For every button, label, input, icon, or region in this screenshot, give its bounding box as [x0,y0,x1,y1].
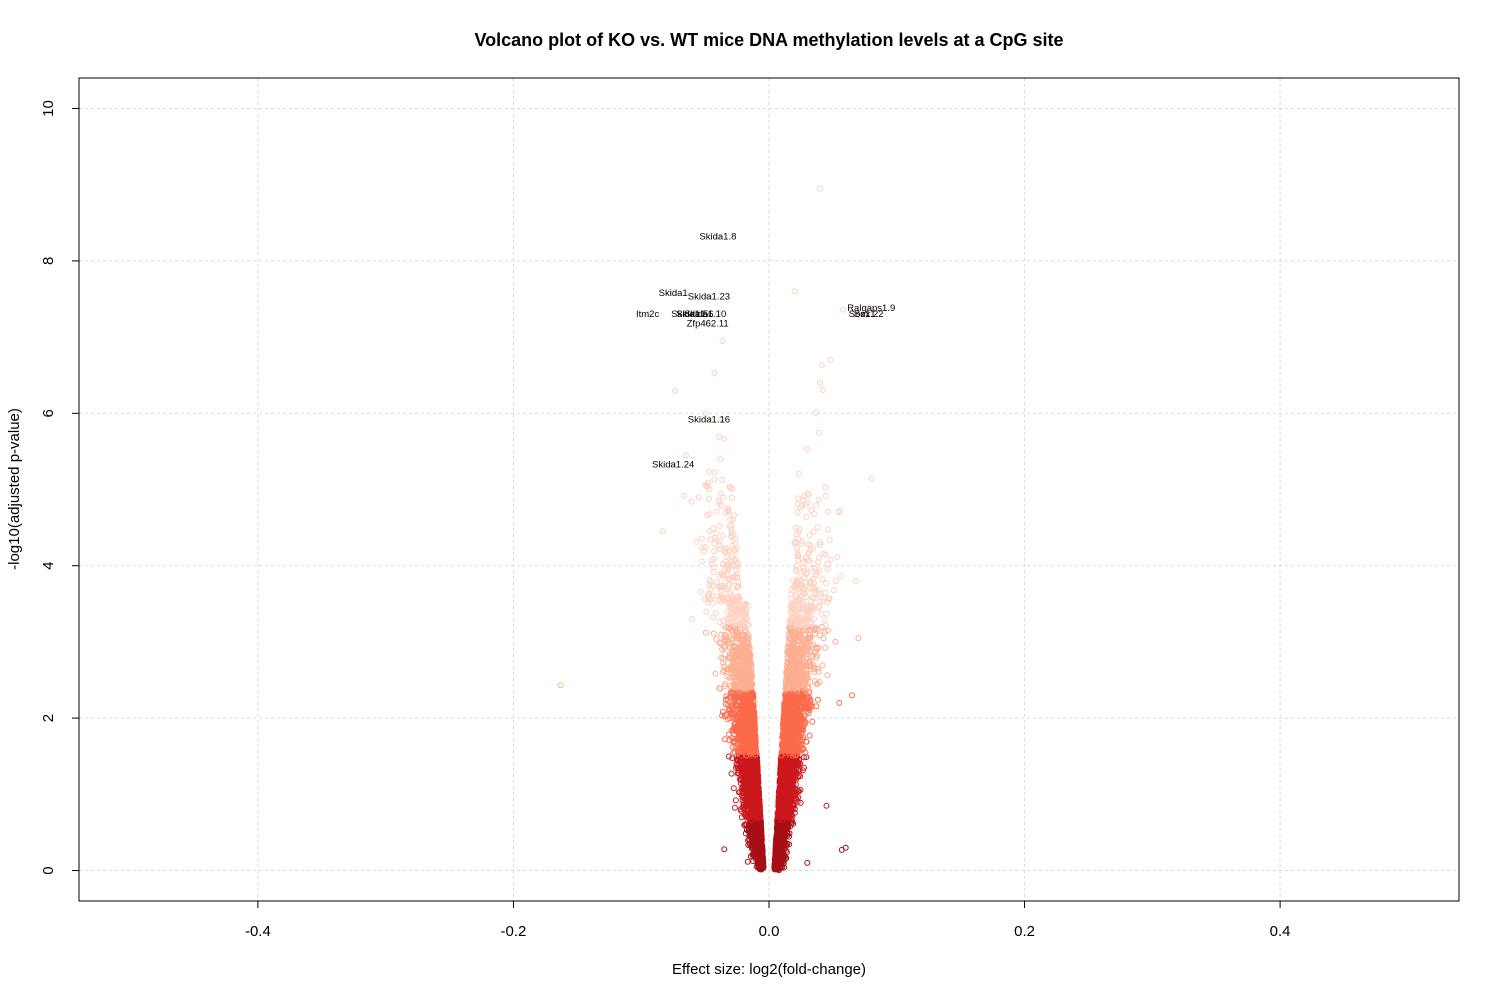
data-point [731,786,736,791]
data-point [733,798,738,803]
data-point [813,410,818,415]
data-point [805,447,810,452]
data-point [825,673,830,678]
data-point [713,611,718,616]
data-point [811,561,816,566]
data-point [706,469,711,474]
data-point [815,525,820,530]
data-point [689,499,694,504]
data-point [820,663,825,668]
data-point [818,633,823,638]
data-point [720,477,725,482]
data-point [694,539,699,544]
data-point [827,537,832,542]
data-point [823,493,828,498]
data-point [745,859,750,864]
data-point [712,370,717,375]
data-point [821,636,826,641]
grid-layer [79,78,1459,901]
data-point [825,562,830,567]
data-point [838,574,843,579]
data-point [825,527,830,532]
data-point [824,581,829,586]
data-point [816,430,821,435]
data-point [801,565,806,570]
data-point [718,457,723,462]
data-point [823,485,828,490]
data-point [825,567,830,572]
data-point [713,671,718,676]
data-point [816,497,821,502]
data-point [828,557,833,562]
data-point [705,600,710,605]
data-point [820,388,825,393]
data-point [720,339,725,344]
data-point [712,549,717,554]
data-point [825,509,830,514]
data-point [824,611,829,616]
data-point [699,559,704,564]
data-point [807,533,812,538]
data-point [835,555,840,560]
data-point [719,632,724,637]
data-point [815,697,820,702]
data-point [711,631,716,636]
data-point [710,601,715,606]
data-point [729,771,734,776]
data-point [681,493,686,498]
data-point [704,609,709,614]
data-point [732,805,737,810]
data-point [729,495,734,500]
data-point [717,524,722,529]
data-point [812,511,817,516]
data-point [807,733,812,738]
data-point [795,510,800,515]
data-point [711,526,716,531]
data-point [797,471,802,476]
points-layer [558,186,874,873]
data-point [707,529,712,534]
data-point [814,503,819,508]
data-point [706,496,711,501]
data-point [717,434,722,439]
data-point [834,579,839,584]
data-point [819,611,824,616]
data-point [831,588,836,593]
data-point [720,533,725,538]
data-point [699,536,704,541]
chart-title: Volcano plot of KO vs. WT mice DNA methy… [474,30,1063,50]
data-point [673,388,678,393]
data-point [703,630,708,635]
data-point [810,595,815,600]
data-point [796,496,801,501]
data-point [714,509,719,514]
data-point [823,645,828,650]
